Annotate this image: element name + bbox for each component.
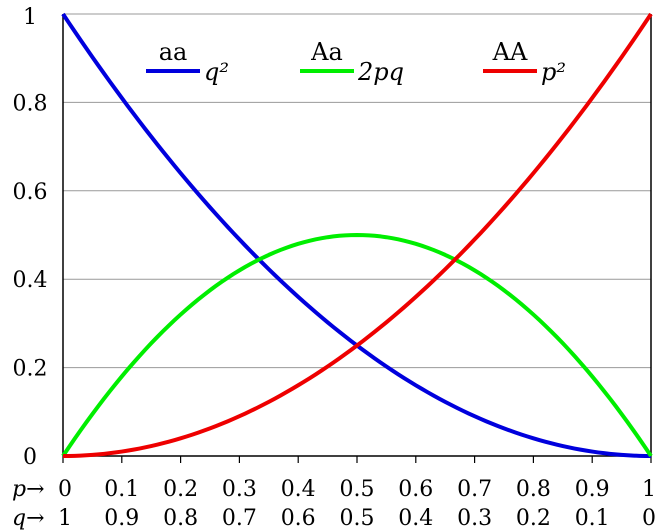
x-tick-label: 0.5 xyxy=(340,477,375,502)
x-tick-label: 0.6 xyxy=(398,477,433,502)
legend-genotype-label: Aa xyxy=(310,38,343,66)
x-tick-label: 0.8 xyxy=(163,506,198,531)
axes xyxy=(62,14,652,463)
legend-formula-label: 2pq xyxy=(357,58,404,86)
series-line xyxy=(61,233,653,458)
x-tick-label: 0.5 xyxy=(340,506,375,531)
x-tick-label: 0.7 xyxy=(457,477,492,502)
legend-entry: aa q² xyxy=(146,38,229,86)
x-tick-label: 1 xyxy=(642,477,656,502)
y-tick-label: 0.8 xyxy=(13,91,48,116)
x-tick-label: 0.2 xyxy=(163,477,198,502)
x-tick-label: 0.3 xyxy=(457,506,492,531)
x-tick-label: 0.2 xyxy=(516,506,551,531)
x-row-label: p→ xyxy=(12,477,45,502)
y-tick-label: 0.4 xyxy=(13,268,48,293)
legend-formula-label: q² xyxy=(204,58,229,86)
legend-genotype-label: aa xyxy=(159,38,188,66)
x-row-label: q→ xyxy=(12,506,45,531)
legend-formula-label: p² xyxy=(541,58,566,86)
legend: aa q² Aa 2pq AA p² xyxy=(146,38,566,86)
x-tick-label: 0.1 xyxy=(104,477,139,502)
x-tick-label: 0.9 xyxy=(575,477,610,502)
x-tick-label: 0.1 xyxy=(575,506,610,531)
y-tick-label: 0.2 xyxy=(13,357,48,382)
series-lines xyxy=(61,12,653,458)
x-tick-label: 0.3 xyxy=(222,477,257,502)
tick-labels: 0 0.2 0.4 0.6 0.8 1 p→ 0 0.1 0.2 0.3 0.4 0.5 0.6 0.7 0.… xyxy=(12,5,656,531)
legend-entry: AA p² xyxy=(483,38,566,86)
gridlines xyxy=(63,13,651,457)
y-tick-label: 0 xyxy=(23,445,37,470)
legend-entry: Aa 2pq xyxy=(300,38,404,86)
legend-genotype-label: AA xyxy=(492,38,528,66)
x-tick-label: 0.4 xyxy=(281,477,316,502)
x-tick-label: 0.8 xyxy=(516,477,551,502)
x-tick-label: 0.9 xyxy=(104,506,139,531)
series-line xyxy=(62,12,653,458)
x-tick-label: 1 xyxy=(58,506,72,531)
x-tick-label: 0.4 xyxy=(398,506,433,531)
y-tick-label: 0.6 xyxy=(13,180,48,205)
x-tick-label: 0 xyxy=(642,506,656,531)
y-tick-label: 1 xyxy=(23,5,37,30)
x-tick-label: 0 xyxy=(58,477,72,502)
x-tick-label: 0.6 xyxy=(281,506,316,531)
x-tick-label: 0.7 xyxy=(222,506,257,531)
